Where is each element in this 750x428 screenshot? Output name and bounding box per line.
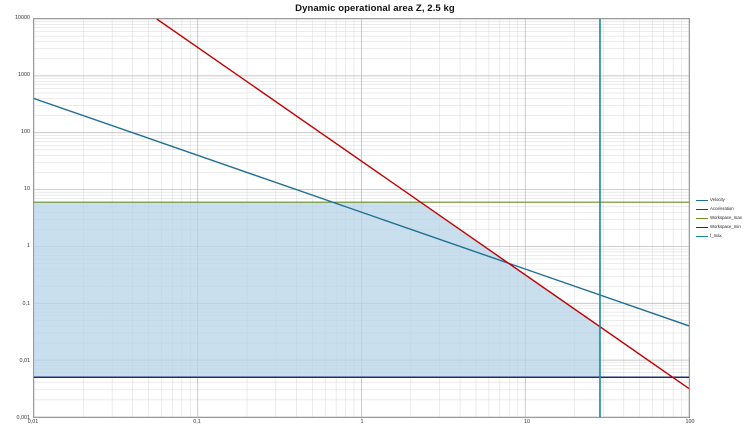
y-tick-label: 100 xyxy=(21,129,30,135)
legend-swatch-f-max xyxy=(696,235,708,238)
plot-canvas xyxy=(34,19,689,417)
legend-label-workspace-min: Workspace_min xyxy=(710,224,741,230)
x-tick-label: 1 xyxy=(360,419,364,425)
plot-area xyxy=(33,18,690,418)
legend-label-f-max: f_max xyxy=(710,233,722,239)
legend-item-velocity: Velocity xyxy=(696,196,750,205)
x-tick-label: 0,1 xyxy=(193,419,201,425)
chart-title: Dynamic operational area Z, 2.5 kg xyxy=(295,3,455,14)
y-tick-label: 10000 xyxy=(15,15,30,21)
series-lines xyxy=(34,19,689,417)
legend-swatch-acceleration xyxy=(696,208,708,211)
legend-label-acceleration: Acceleration xyxy=(710,206,734,212)
chart-legend: Velocity Acceleration Workspace_max Work… xyxy=(696,196,750,241)
shaded-operational-area xyxy=(34,202,600,378)
legend-swatch-velocity xyxy=(696,199,708,202)
legend-item-workspace-max: Workspace_max xyxy=(696,214,750,223)
x-tick-label: 100 xyxy=(685,419,695,425)
legend-item-workspace-min: Workspace_min xyxy=(696,223,750,232)
legend-swatch-workspace-max xyxy=(696,217,708,220)
y-tick-label: 0,01 xyxy=(19,358,31,364)
y-tick-label: 0,1 xyxy=(22,301,31,307)
y-tick-label: 1 xyxy=(27,243,30,249)
legend-item-f-max: f_max xyxy=(696,232,750,241)
legend-item-acceleration: Acceleration xyxy=(696,205,750,214)
x-tick-label: 0,01 xyxy=(27,419,39,425)
y-axis-tick-labels: 10000 1000 100 10 1 0,1 0,01 0,001 xyxy=(0,0,33,428)
x-tick-label: 10 xyxy=(524,419,530,425)
legend-label-velocity: Velocity xyxy=(710,197,725,203)
y-tick-label: 10 xyxy=(24,186,30,192)
y-tick-label: 0,001 xyxy=(16,415,31,421)
legend-label-workspace-max: Workspace_max xyxy=(710,215,742,221)
legend-swatch-workspace-min xyxy=(696,226,708,229)
y-tick-label: 1000 xyxy=(18,72,30,78)
